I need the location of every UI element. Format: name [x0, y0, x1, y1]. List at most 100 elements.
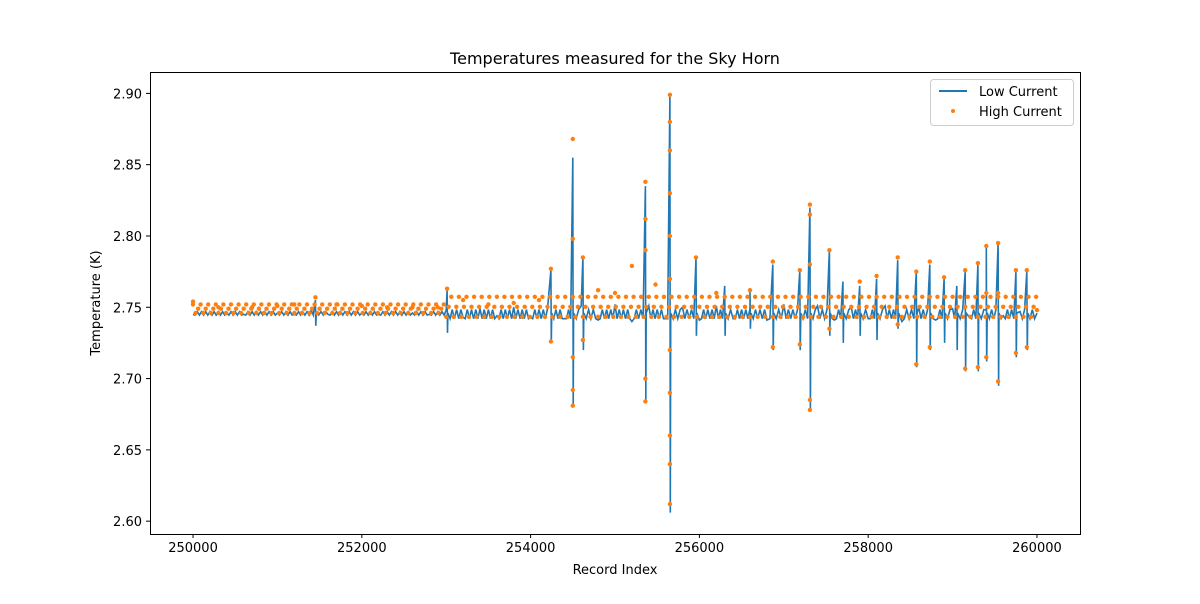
high-current-point — [302, 306, 307, 311]
high-current-point — [322, 310, 327, 316]
high-current-point — [947, 304, 953, 309]
high-current-point — [304, 302, 310, 307]
high-current-point — [583, 304, 588, 309]
high-current-point — [750, 304, 755, 309]
high-current-point — [823, 314, 829, 319]
high-current-point — [406, 310, 411, 316]
high-current-point — [671, 314, 677, 319]
high-current-point — [995, 294, 1001, 299]
high-current-point — [643, 216, 648, 222]
high-current-point — [889, 294, 894, 299]
high-current-point — [985, 304, 991, 309]
high-current-point — [699, 294, 705, 299]
high-current-point — [687, 314, 692, 319]
high-current-point — [854, 314, 859, 319]
high-current-point — [345, 310, 350, 316]
high-current-point — [451, 314, 456, 319]
high-current-point — [821, 294, 826, 299]
high-current-point — [758, 304, 763, 309]
high-current-point — [841, 304, 846, 309]
high-current-point — [643, 248, 648, 253]
high-current-point — [641, 314, 646, 319]
high-current-point — [1011, 294, 1016, 299]
high-current-point — [968, 314, 973, 319]
high-current-point — [1006, 314, 1011, 319]
high-current-point — [416, 306, 421, 311]
high-current-point — [831, 314, 836, 319]
x-tick-label: 256000 — [675, 541, 725, 556]
high-current-point — [454, 304, 459, 309]
high-current-point — [795, 304, 801, 309]
high-current-point — [540, 294, 545, 299]
high-current-point — [763, 314, 768, 319]
high-current-point — [826, 304, 831, 309]
high-current-point — [808, 314, 813, 319]
high-current-point — [783, 294, 788, 299]
legend-label-low-current: Low Current — [979, 85, 1058, 100]
high-current-point — [631, 294, 636, 299]
high-current-point — [530, 304, 535, 309]
high-current-point — [667, 276, 673, 281]
high-current-point — [547, 294, 553, 299]
high-current-point — [502, 294, 507, 299]
high-current-point — [456, 294, 462, 299]
high-current-point — [667, 501, 673, 507]
high-current-point — [287, 306, 292, 311]
high-current-point — [193, 310, 198, 316]
high-current-point — [332, 306, 337, 311]
high-current-point — [428, 310, 434, 316]
high-current-point — [555, 294, 560, 299]
high-current-point — [269, 310, 274, 316]
high-current-point — [813, 294, 819, 299]
high-current-point — [869, 314, 874, 319]
high-current-point — [884, 314, 889, 319]
high-current-point — [461, 304, 467, 309]
high-current-point — [653, 282, 658, 287]
high-current-point — [816, 314, 821, 319]
high-current-point — [866, 294, 872, 299]
high-current-point — [527, 314, 532, 319]
high-current-point — [697, 304, 702, 309]
high-current-point — [213, 302, 218, 307]
high-current-point — [535, 314, 540, 319]
high-current-point — [226, 306, 231, 311]
high-current-point — [861, 314, 867, 319]
high-current-point — [775, 294, 781, 299]
high-current-point — [264, 306, 269, 311]
high-current-point — [426, 302, 431, 307]
high-current-point — [550, 314, 555, 319]
high-current-point — [439, 306, 444, 311]
high-current-point — [590, 304, 596, 309]
high-current-point — [925, 304, 930, 309]
high-current-point — [373, 302, 378, 307]
high-current-point — [737, 294, 743, 299]
high-current-point — [479, 294, 484, 299]
high-current-point — [912, 294, 917, 299]
high-current-point — [945, 314, 950, 319]
x-tick-label: 252000 — [337, 541, 387, 556]
high-current-point — [935, 294, 940, 299]
high-current-point — [732, 314, 737, 319]
high-current-point — [975, 314, 981, 319]
high-current-point — [879, 304, 884, 309]
y-axis-label: Temperature (K) — [89, 250, 104, 356]
high-current-point — [958, 294, 963, 299]
high-current-point — [606, 304, 611, 309]
high-current-point — [238, 310, 244, 316]
high-current-point — [570, 387, 575, 393]
high-current-point — [261, 310, 267, 316]
high-current-point — [603, 314, 608, 319]
high-current-point — [656, 314, 662, 319]
high-current-point — [998, 314, 1003, 319]
high-current-point — [390, 310, 396, 316]
high-current-point — [806, 294, 811, 299]
high-current-point — [785, 314, 791, 319]
high-current-point — [431, 306, 436, 311]
high-current-point — [314, 310, 320, 316]
high-current-point — [707, 294, 712, 299]
high-current-point — [836, 294, 841, 299]
high-current-point — [629, 263, 635, 269]
high-current-point — [313, 295, 318, 300]
high-current-point — [760, 294, 765, 299]
high-current-point — [563, 294, 568, 299]
